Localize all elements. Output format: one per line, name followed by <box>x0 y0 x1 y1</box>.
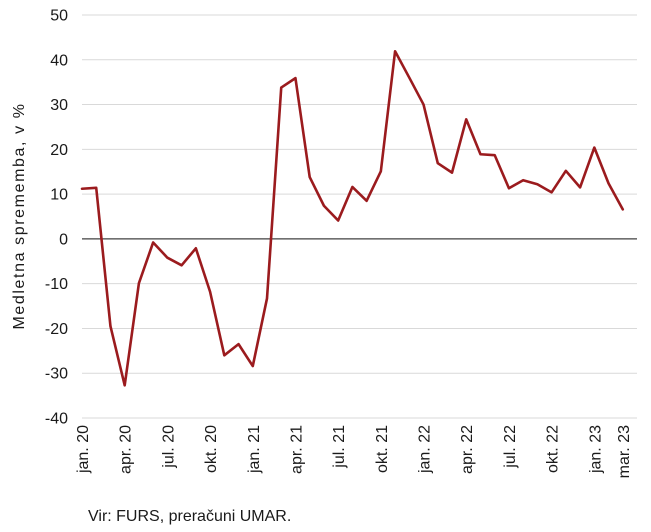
data-point <box>108 324 113 329</box>
data-point <box>592 145 597 150</box>
y-tick-label: 40 <box>50 52 68 69</box>
data-point <box>378 169 383 174</box>
y-gridlines <box>82 14 637 419</box>
data-point <box>293 76 298 81</box>
x-tick-label: jul. 20 <box>160 425 177 469</box>
data-point <box>606 181 611 186</box>
data-point <box>506 186 511 191</box>
y-tick-label: 50 <box>50 8 68 25</box>
y-axis-title: Medletna sprememba, v % <box>11 102 28 329</box>
y-tick-label: -20 <box>45 321 68 338</box>
x-tick-label: jul. 21 <box>331 425 348 469</box>
x-tick-label: apr. 20 <box>118 425 135 474</box>
data-point <box>620 207 625 212</box>
x-tick-label: jan. 21 <box>246 425 263 474</box>
data-point <box>450 170 455 175</box>
y-tick-label: -40 <box>45 411 68 428</box>
data-point <box>435 161 440 166</box>
x-tick-label: jan. 20 <box>75 425 92 474</box>
y-tick-label: 0 <box>59 231 68 248</box>
data-point <box>265 296 270 301</box>
x-tick-labels: jan. 20 apr. 20 jul. 20 okt. 20 jan. 21 apr. … <box>75 425 633 478</box>
data-point <box>478 152 483 157</box>
x-tick-label: okt. 22 <box>545 425 562 473</box>
data-point <box>136 281 141 286</box>
data-point <box>279 85 284 90</box>
series-group <box>80 49 625 388</box>
data-point <box>80 186 85 191</box>
data-point <box>421 102 426 107</box>
data-point <box>364 198 369 203</box>
y-tick-label: -30 <box>45 366 68 383</box>
x-tick-label: mar. 23 <box>616 425 633 478</box>
x-tick-label: okt. 20 <box>203 425 220 473</box>
data-point <box>250 364 255 369</box>
data-point <box>321 203 326 208</box>
data-point <box>563 168 568 173</box>
x-tick-label: jan. 22 <box>417 425 434 474</box>
x-tick-label: apr. 22 <box>459 425 476 474</box>
x-tick-label: okt. 21 <box>374 425 391 473</box>
data-point <box>179 263 184 268</box>
source-note: Vir: FURS, preračuni UMAR. <box>88 508 291 525</box>
data-point <box>393 49 398 54</box>
x-tick-label: apr. 21 <box>288 425 305 474</box>
series-line <box>80 49 625 387</box>
data-point <box>94 185 99 190</box>
data-point <box>464 117 469 122</box>
y-tick-label: 20 <box>50 142 68 159</box>
data-point <box>521 178 526 183</box>
data-point <box>549 190 554 195</box>
y-tick-label: -10 <box>45 276 68 293</box>
data-point <box>122 383 127 388</box>
data-point <box>222 353 227 358</box>
data-point <box>151 240 156 245</box>
data-point <box>208 289 213 294</box>
data-point <box>307 175 312 180</box>
y-tick-label: 30 <box>50 97 68 114</box>
data-point <box>236 342 241 347</box>
x-tick-label: jul. 22 <box>502 425 519 469</box>
x-tick-label: jan. 23 <box>587 425 604 474</box>
y-tick-labels: -40 -30 -20 -10 0 10 20 30 40 50 <box>45 8 68 428</box>
data-point <box>535 182 540 187</box>
data-point <box>193 246 198 251</box>
data-point <box>492 153 497 158</box>
data-point <box>350 184 355 189</box>
data-point <box>165 255 170 260</box>
data-point <box>336 218 341 223</box>
data-point <box>407 75 412 80</box>
y-tick-label: 10 <box>50 187 68 204</box>
data-point <box>578 185 583 190</box>
